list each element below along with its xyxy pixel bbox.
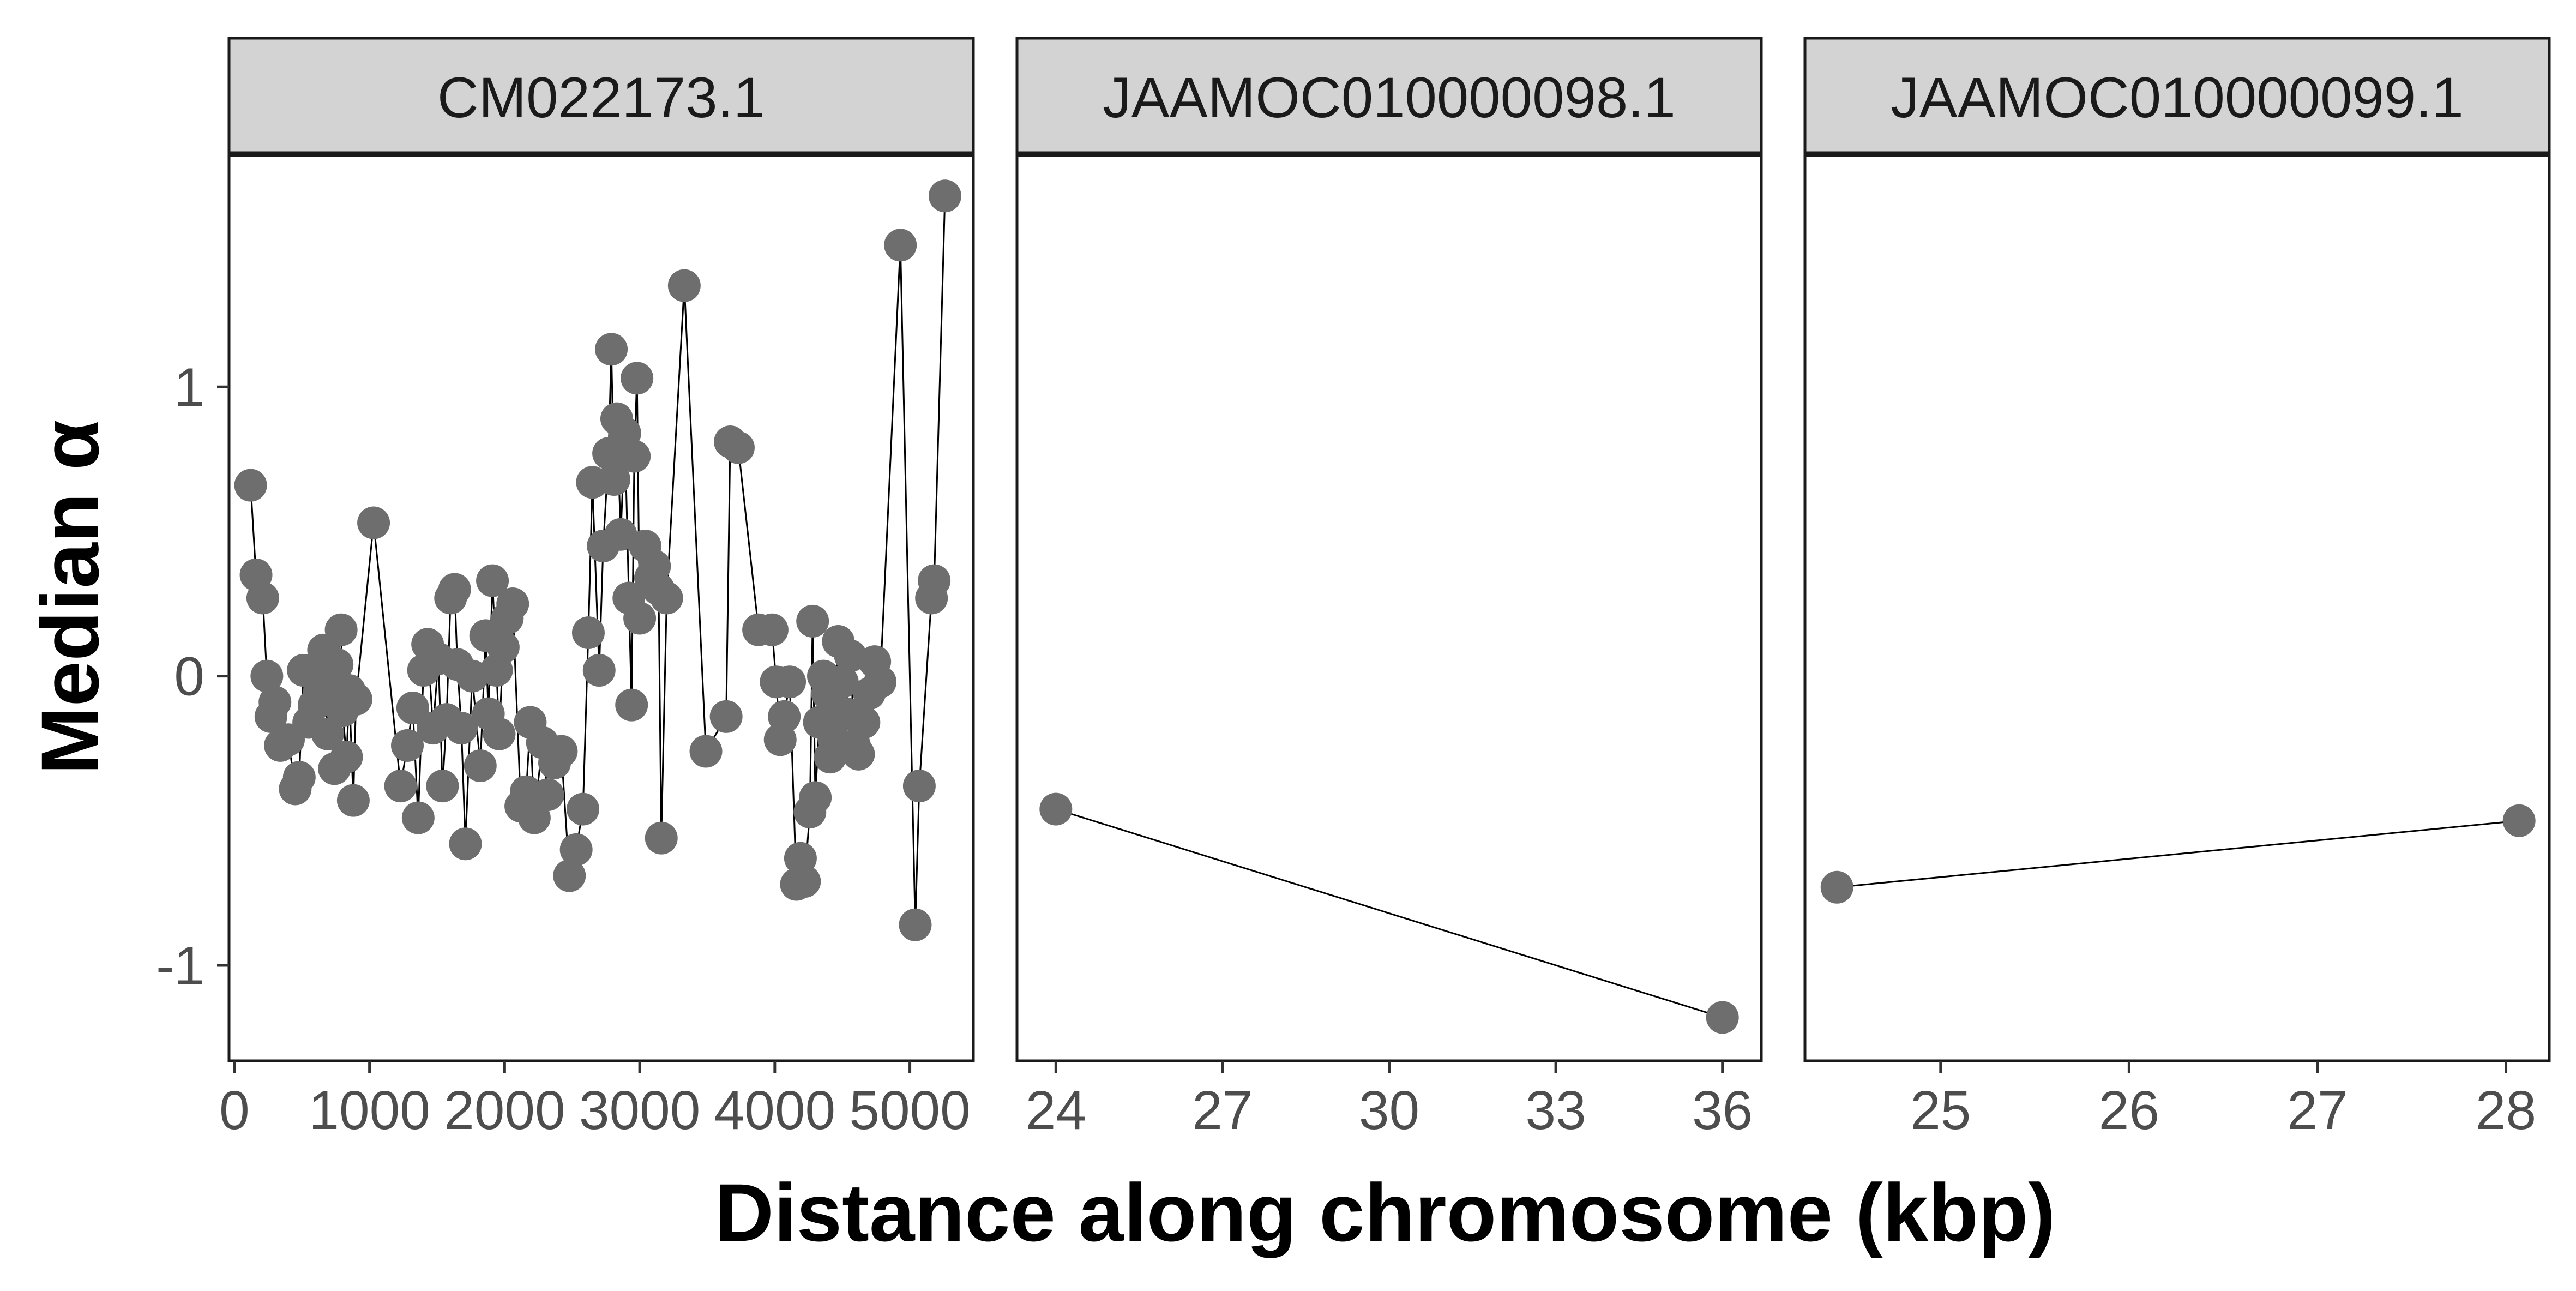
x-tick-label: 24: [1026, 1080, 1086, 1141]
data-point: [595, 333, 628, 366]
data-point: [928, 179, 961, 213]
data-point: [864, 665, 897, 699]
y-tick-label: -1: [156, 935, 204, 996]
data-point: [321, 648, 354, 681]
x-tick-label: 0: [219, 1080, 250, 1141]
y-axis-label: Median α: [24, 420, 116, 775]
data-point: [788, 865, 821, 898]
facet-strip: [1015, 37, 1763, 154]
panel-border: [227, 154, 975, 1062]
data-point: [604, 518, 637, 551]
data-point: [250, 659, 284, 693]
data-point: [324, 613, 358, 646]
data-point: [445, 712, 478, 745]
x-tick-label: 5000: [849, 1080, 970, 1141]
x-tick-label: 28: [2476, 1080, 2536, 1141]
series-line: [1837, 820, 2519, 888]
series-line: [1055, 808, 1723, 1018]
data-point: [918, 564, 951, 597]
data-point: [618, 440, 651, 473]
facet-panel: CM022173.1 0 1000 2000 3000 4000 5000: [219, 37, 975, 1141]
data-point: [486, 631, 520, 664]
data-point: [902, 770, 936, 803]
x-tick-label: 3000: [579, 1080, 700, 1141]
data-point: [396, 691, 429, 724]
data-point: [826, 665, 859, 699]
data-point: [336, 784, 370, 817]
x-tick-label: 27: [2287, 1080, 2348, 1141]
data-point: [246, 581, 279, 615]
data-point: [667, 269, 701, 302]
x-tick-label: 4000: [714, 1080, 835, 1141]
data-point: [384, 770, 417, 803]
data-point: [476, 564, 509, 597]
data-point: [483, 717, 516, 750]
data-point: [755, 613, 789, 646]
x-axis-label: Distance along chromosome (kbp): [715, 1167, 2056, 1258]
data-point: [582, 654, 616, 687]
data-point: [571, 616, 605, 650]
data-point: [650, 581, 683, 615]
facet-label: CM022173.1: [437, 66, 765, 130]
data-point: [615, 688, 648, 722]
data-point: [621, 362, 654, 395]
x-tick-label: 2000: [444, 1080, 565, 1141]
data-point: [339, 683, 372, 716]
data-point: [623, 602, 657, 635]
y-tick-label: 1: [174, 357, 204, 418]
data-point: [689, 735, 723, 768]
data-point: [567, 792, 600, 826]
data-point: [799, 781, 832, 814]
x-tick-label: 33: [1525, 1080, 1586, 1141]
data-point: [234, 469, 267, 502]
data-point: [258, 686, 292, 719]
data-point: [721, 431, 755, 464]
y-tick-label: 0: [174, 646, 204, 707]
data-point: [401, 801, 435, 834]
facet-strip: [1803, 37, 2551, 154]
data-point: [645, 821, 678, 855]
x-tick-label: 25: [1910, 1080, 1971, 1141]
data-point: [842, 737, 875, 771]
data-point: [330, 741, 363, 774]
data-point: [449, 827, 482, 861]
data-point: [2502, 804, 2536, 837]
data-point: [598, 463, 631, 496]
data-point: [496, 587, 529, 621]
data-point: [531, 778, 564, 812]
data-point: [773, 665, 806, 699]
facet-label: JAAMOC010000098.1: [1103, 66, 1676, 130]
data-point: [847, 706, 881, 739]
facet-strip: [227, 37, 975, 154]
facet-label: JAAMOC010000099.1: [1891, 66, 2464, 130]
x-tick-label: 30: [1359, 1080, 1419, 1141]
data-point: [553, 859, 586, 892]
x-tick-label: 27: [1192, 1080, 1253, 1141]
data-point: [426, 770, 459, 803]
data-point: [884, 229, 917, 262]
x-tick-label: 26: [2099, 1080, 2159, 1141]
data-point: [311, 717, 344, 750]
data-point: [899, 908, 932, 941]
data-point: [438, 573, 471, 606]
data-point: [357, 506, 390, 539]
panel-border: [1803, 154, 2551, 1062]
data-point: [545, 735, 578, 768]
data-point: [768, 700, 801, 733]
data-point: [796, 604, 829, 638]
data-point: [282, 761, 316, 794]
data-point: [709, 700, 743, 733]
facet-panel: JAAMOC010000098.1 24 27 30 33 36: [1015, 37, 1763, 1141]
data-point: [1039, 792, 1073, 826]
data-point: [391, 729, 424, 762]
data-point: [464, 749, 497, 783]
x-tick-label: 36: [1692, 1080, 1753, 1141]
x-tick-label: 1000: [309, 1080, 430, 1141]
facet-panel: JAAMOC010000099.1 25 26 27 28: [1803, 37, 2551, 1141]
data-point: [559, 833, 593, 866]
data-point: [1706, 1001, 1739, 1034]
data-point: [1820, 870, 1853, 904]
